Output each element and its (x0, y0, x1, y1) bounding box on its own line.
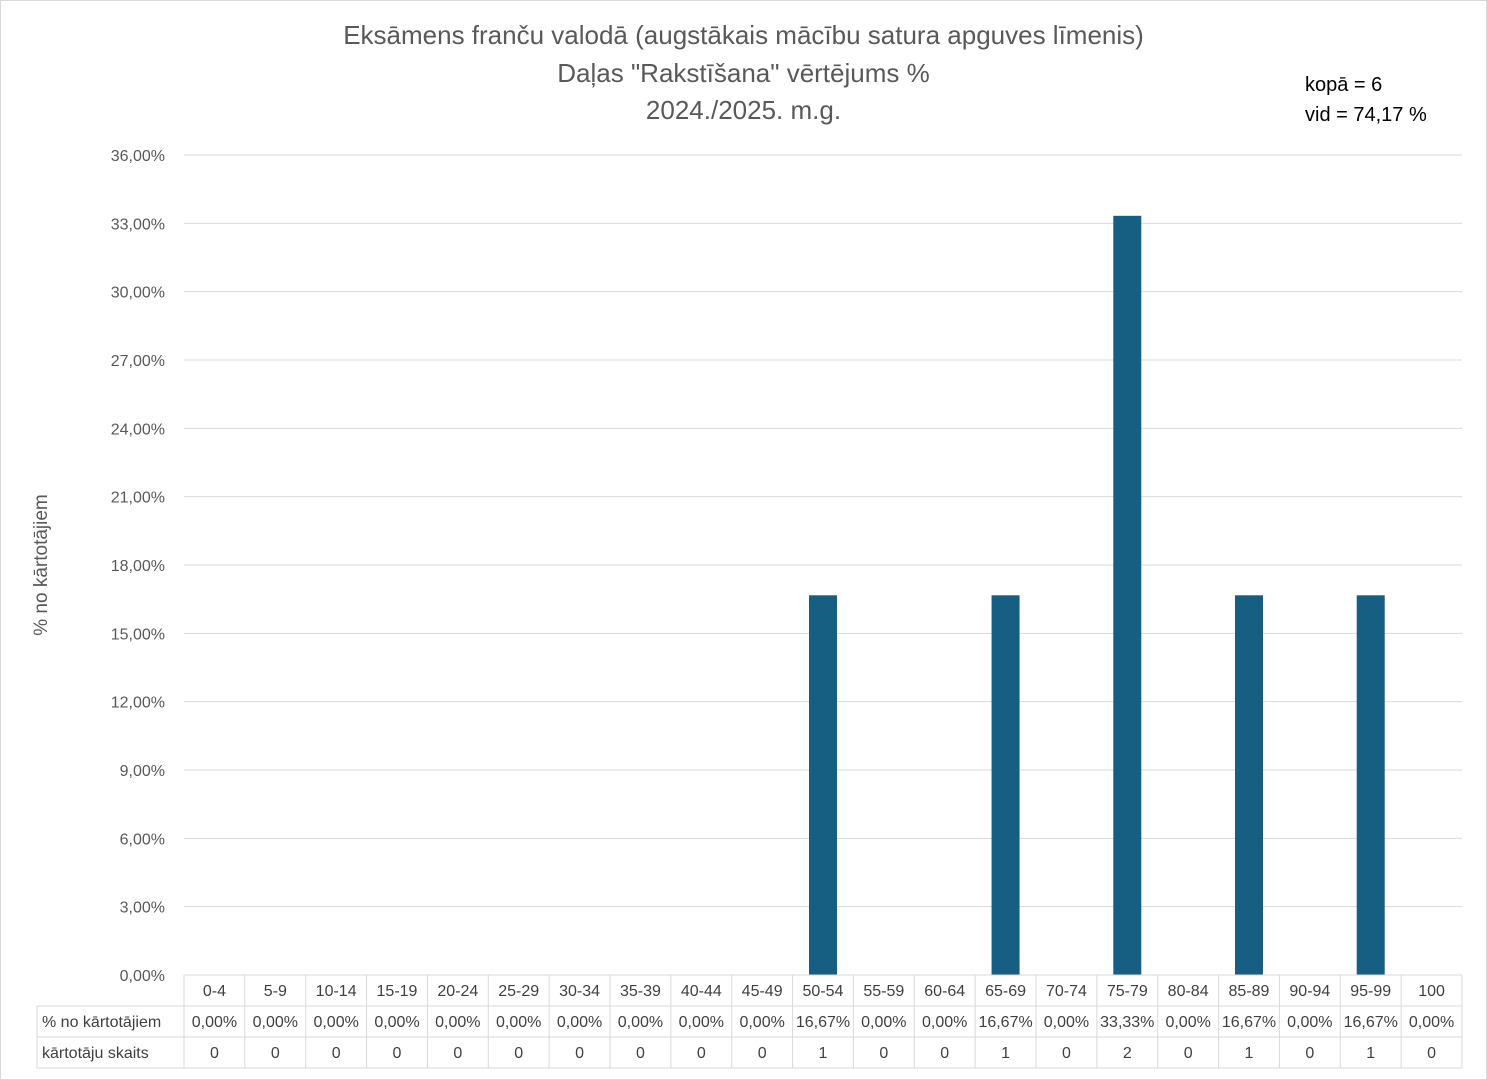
bar-85-89 (1235, 595, 1263, 975)
table-cell: 16,67% (978, 1014, 1032, 1031)
total-annotation: kopā = 6 (1305, 74, 1383, 96)
table-cell: 0,00% (253, 1014, 298, 1031)
table-cell: 0,00% (313, 1014, 358, 1031)
table-cell: 0,00% (739, 1014, 784, 1031)
x-tick-label: 40-44 (681, 983, 722, 1000)
table-cell: 0 (514, 1045, 523, 1062)
x-tick-label: 60-64 (924, 983, 965, 1000)
table-cell: 0 (758, 1045, 767, 1062)
y-tick-label: 36,00% (111, 148, 165, 165)
chart-period: 2024./2025. m.g. (645, 95, 842, 125)
table-cell: 0,00% (922, 1014, 967, 1031)
y-tick-label: 6,00% (120, 831, 165, 848)
x-tick-label: 0-4 (203, 983, 226, 1000)
table-cell: 0 (1184, 1045, 1193, 1062)
table-cell: 1 (819, 1045, 828, 1062)
x-tick-label: 100 (1418, 983, 1445, 1000)
x-tick-label: 35-39 (620, 983, 661, 1000)
table-cell: 0 (636, 1045, 645, 1062)
table-cell: 0 (453, 1045, 462, 1062)
table-cell: 0,00% (435, 1014, 480, 1031)
y-tick-label: 21,00% (111, 490, 165, 507)
table-cell: 0,00% (374, 1014, 419, 1031)
table-cell: 0 (575, 1045, 584, 1062)
table-cell: 16,67% (1344, 1014, 1398, 1031)
x-tick-label: 45-49 (742, 983, 783, 1000)
table-cell: 0 (1427, 1045, 1436, 1062)
x-tick-label: 85-89 (1229, 983, 1270, 1000)
y-tick-label: 0,00% (120, 968, 165, 985)
table-cell: 0,00% (1287, 1014, 1332, 1031)
x-tick-label: 75-79 (1107, 983, 1148, 1000)
chart-subtitle: Daļas "Rakstīšana" vērtējums % (557, 58, 930, 88)
table-cell: 0 (940, 1045, 949, 1062)
y-tick-label: 12,00% (111, 695, 165, 712)
y-tick-label: 30,00% (111, 285, 165, 302)
x-tick-label: 80-84 (1168, 983, 1209, 1000)
table-cell: 1 (1001, 1045, 1010, 1062)
x-tick-label: 50-54 (803, 983, 844, 1000)
x-tick-label: 5-9 (264, 983, 287, 1000)
table-cell: 16,67% (796, 1014, 850, 1031)
x-tick-label: 95-99 (1350, 983, 1391, 1000)
y-tick-label: 18,00% (111, 558, 165, 575)
x-tick-label: 90-94 (1289, 983, 1330, 1000)
table-cell: 0,00% (1165, 1014, 1210, 1031)
bar-75-79 (1113, 215, 1142, 976)
table-cell: 0,00% (861, 1014, 906, 1031)
x-tick-label: 70-74 (1046, 983, 1087, 1000)
y-tick-label: 33,00% (111, 216, 165, 233)
chart-title: Eksāmens franču valodā (augstākais mācīb… (343, 20, 1144, 50)
table-cell: 0 (879, 1045, 888, 1062)
table-cell: 0 (271, 1045, 280, 1062)
table-cell: 1 (1366, 1045, 1375, 1062)
y-tick-label: 27,00% (111, 353, 165, 370)
table-cell: 2 (1123, 1045, 1132, 1062)
bar-65-69 (991, 595, 1020, 975)
table-row-label: % no kārtotājiem (42, 1014, 161, 1031)
table-cell: 0,00% (1409, 1014, 1454, 1031)
table-cell: 0,00% (496, 1014, 541, 1031)
table-cell: 0,00% (557, 1014, 602, 1031)
x-tick-label: 30-34 (559, 983, 600, 1000)
table-cell: 0 (697, 1045, 706, 1062)
x-tick-label: 65-69 (985, 983, 1026, 1000)
table-cell: 0,00% (618, 1014, 663, 1031)
y-tick-label: 24,00% (111, 421, 165, 438)
average-annotation: vid = 74,17 % (1305, 104, 1427, 126)
x-tick-label: 10-14 (316, 983, 357, 1000)
x-tick-label: 25-29 (498, 983, 539, 1000)
x-tick-label: 55-59 (863, 983, 904, 1000)
table-cell: 0 (210, 1045, 219, 1062)
bar-50-54 (809, 595, 837, 975)
y-tick-label: 3,00% (120, 900, 165, 917)
table-row-label: kārtotāju skaits (42, 1045, 149, 1062)
table-cell: 1 (1245, 1045, 1254, 1062)
table-cell: 0 (393, 1045, 402, 1062)
y-tick-label: 9,00% (120, 763, 165, 780)
table-cell: 0,00% (192, 1014, 237, 1031)
x-tick-label: 15-19 (377, 983, 418, 1000)
table-cell: 0 (1305, 1045, 1314, 1062)
table-cell: 16,67% (1222, 1014, 1276, 1031)
table-cell: 0 (1062, 1045, 1071, 1062)
table-cell: 0 (332, 1045, 341, 1062)
table-cell: 0,00% (679, 1014, 724, 1031)
table-cell: 33,33% (1100, 1014, 1154, 1031)
y-tick-label: 15,00% (111, 626, 165, 643)
x-tick-label: 20-24 (437, 983, 478, 1000)
bar-95-99 (1356, 595, 1385, 975)
table-cell: 0,00% (1044, 1014, 1089, 1031)
